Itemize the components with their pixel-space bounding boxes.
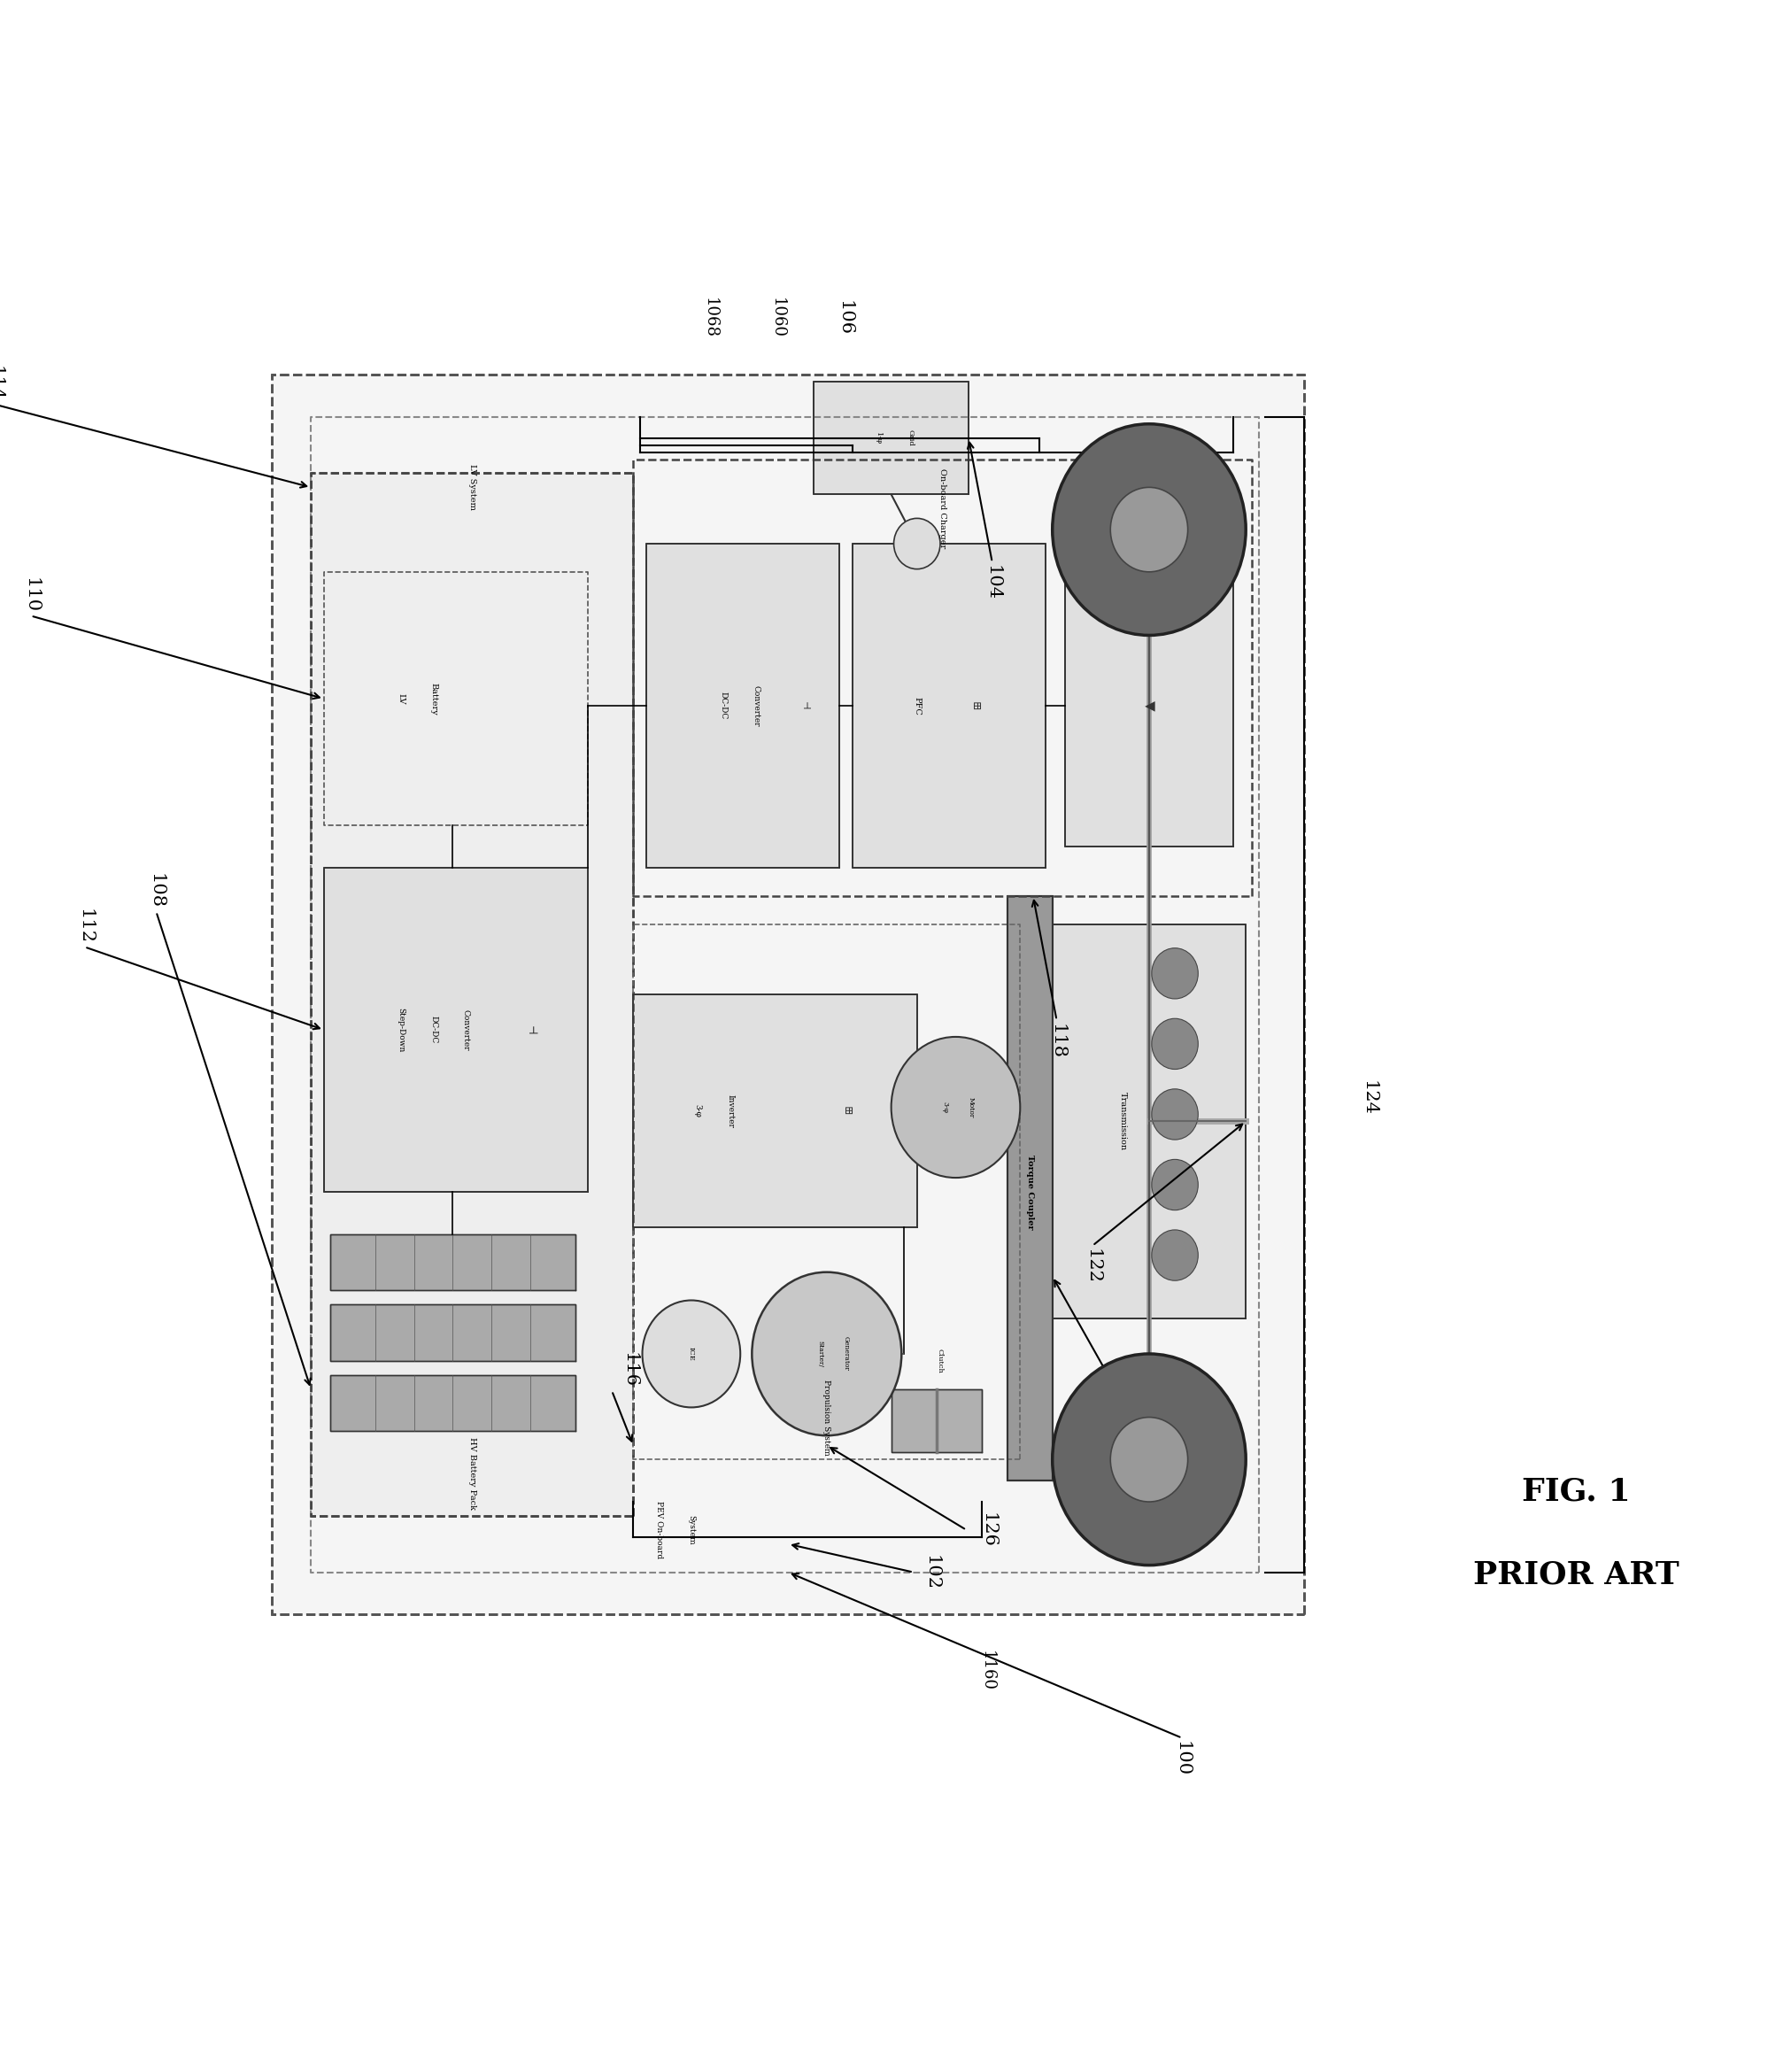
Ellipse shape: [1152, 1019, 1198, 1069]
Text: 112: 112: [77, 908, 93, 945]
Polygon shape: [330, 1376, 575, 1432]
Text: 100: 100: [1173, 1740, 1191, 1776]
Polygon shape: [1053, 924, 1247, 1318]
Ellipse shape: [1110, 1417, 1187, 1502]
Text: ⊣: ⊣: [801, 702, 810, 711]
Text: 106: 106: [836, 300, 853, 336]
Ellipse shape: [892, 1036, 1021, 1177]
Text: ▼: ▼: [1143, 700, 1155, 711]
Text: 104: 104: [983, 566, 1001, 601]
Text: Generator: Generator: [842, 1336, 849, 1372]
Text: 3-φ: 3-φ: [693, 1104, 702, 1117]
Polygon shape: [324, 868, 587, 1191]
Ellipse shape: [1152, 1090, 1198, 1140]
Text: DC-DC: DC-DC: [430, 1015, 437, 1044]
Text: ⊞: ⊞: [840, 1106, 853, 1115]
Text: Grid: Grid: [906, 429, 913, 445]
Polygon shape: [312, 472, 634, 1517]
Ellipse shape: [894, 518, 940, 570]
Text: PFC: PFC: [913, 696, 921, 715]
Ellipse shape: [643, 1301, 740, 1407]
Text: 3-φ: 3-φ: [942, 1102, 949, 1113]
Text: Motor: Motor: [967, 1096, 974, 1117]
Polygon shape: [892, 1388, 981, 1452]
Text: Propulsion System: Propulsion System: [822, 1380, 831, 1455]
Text: 118: 118: [1048, 1024, 1066, 1059]
Text: 1068: 1068: [702, 298, 718, 338]
Text: 1060: 1060: [768, 298, 784, 338]
Text: 124: 124: [1359, 1080, 1377, 1117]
Text: ICE: ICE: [688, 1347, 695, 1361]
Ellipse shape: [1152, 1231, 1198, 1280]
Text: 116: 116: [621, 1353, 638, 1388]
Polygon shape: [634, 995, 917, 1227]
Ellipse shape: [1053, 1353, 1247, 1564]
Text: 108: 108: [149, 872, 165, 910]
Text: DC-DC: DC-DC: [720, 692, 727, 719]
Text: PEV On-board: PEV On-board: [656, 1500, 663, 1558]
Polygon shape: [853, 543, 1046, 868]
Polygon shape: [330, 1235, 575, 1291]
Text: Converter: Converter: [462, 1009, 469, 1051]
Ellipse shape: [1110, 487, 1187, 572]
Text: 110: 110: [23, 578, 39, 613]
Text: Starter/: Starter/: [817, 1341, 824, 1368]
Text: Transmission: Transmission: [1119, 1092, 1127, 1150]
Ellipse shape: [752, 1272, 901, 1436]
Text: PRIOR ART: PRIOR ART: [1472, 1560, 1680, 1589]
Text: Converter: Converter: [752, 686, 759, 727]
Text: HV Battery Pack: HV Battery Pack: [467, 1438, 476, 1510]
Polygon shape: [1007, 895, 1053, 1481]
Text: 122: 122: [1084, 1249, 1101, 1285]
Text: Step-Down: Step-Down: [398, 1007, 405, 1053]
Text: 120: 120: [1137, 1446, 1155, 1481]
Text: Battery: Battery: [430, 682, 437, 715]
Text: 1-φ: 1-φ: [874, 431, 881, 443]
Text: FIG. 1: FIG. 1: [1522, 1477, 1630, 1506]
Polygon shape: [272, 375, 1304, 1614]
Polygon shape: [647, 543, 840, 868]
Ellipse shape: [1053, 425, 1247, 636]
Polygon shape: [330, 1305, 575, 1361]
Text: ⊞: ⊞: [969, 700, 981, 711]
Text: Inverter: Inverter: [725, 1094, 734, 1127]
Text: 102: 102: [922, 1554, 940, 1589]
Text: 126: 126: [980, 1513, 996, 1548]
Text: Clutch: Clutch: [937, 1349, 944, 1374]
Polygon shape: [1066, 566, 1232, 847]
Ellipse shape: [1152, 1160, 1198, 1210]
Text: LV: LV: [398, 694, 405, 704]
Text: Torque Coupler: Torque Coupler: [1026, 1154, 1033, 1229]
Text: 114: 114: [0, 367, 4, 402]
Text: ⊣: ⊣: [525, 1026, 536, 1034]
Ellipse shape: [1152, 949, 1198, 999]
Polygon shape: [813, 381, 969, 495]
Text: LV System: LV System: [467, 464, 476, 510]
Text: On-board Charger: On-board Charger: [938, 468, 947, 549]
Text: 1160: 1160: [978, 1651, 994, 1691]
Text: System: System: [688, 1515, 695, 1546]
